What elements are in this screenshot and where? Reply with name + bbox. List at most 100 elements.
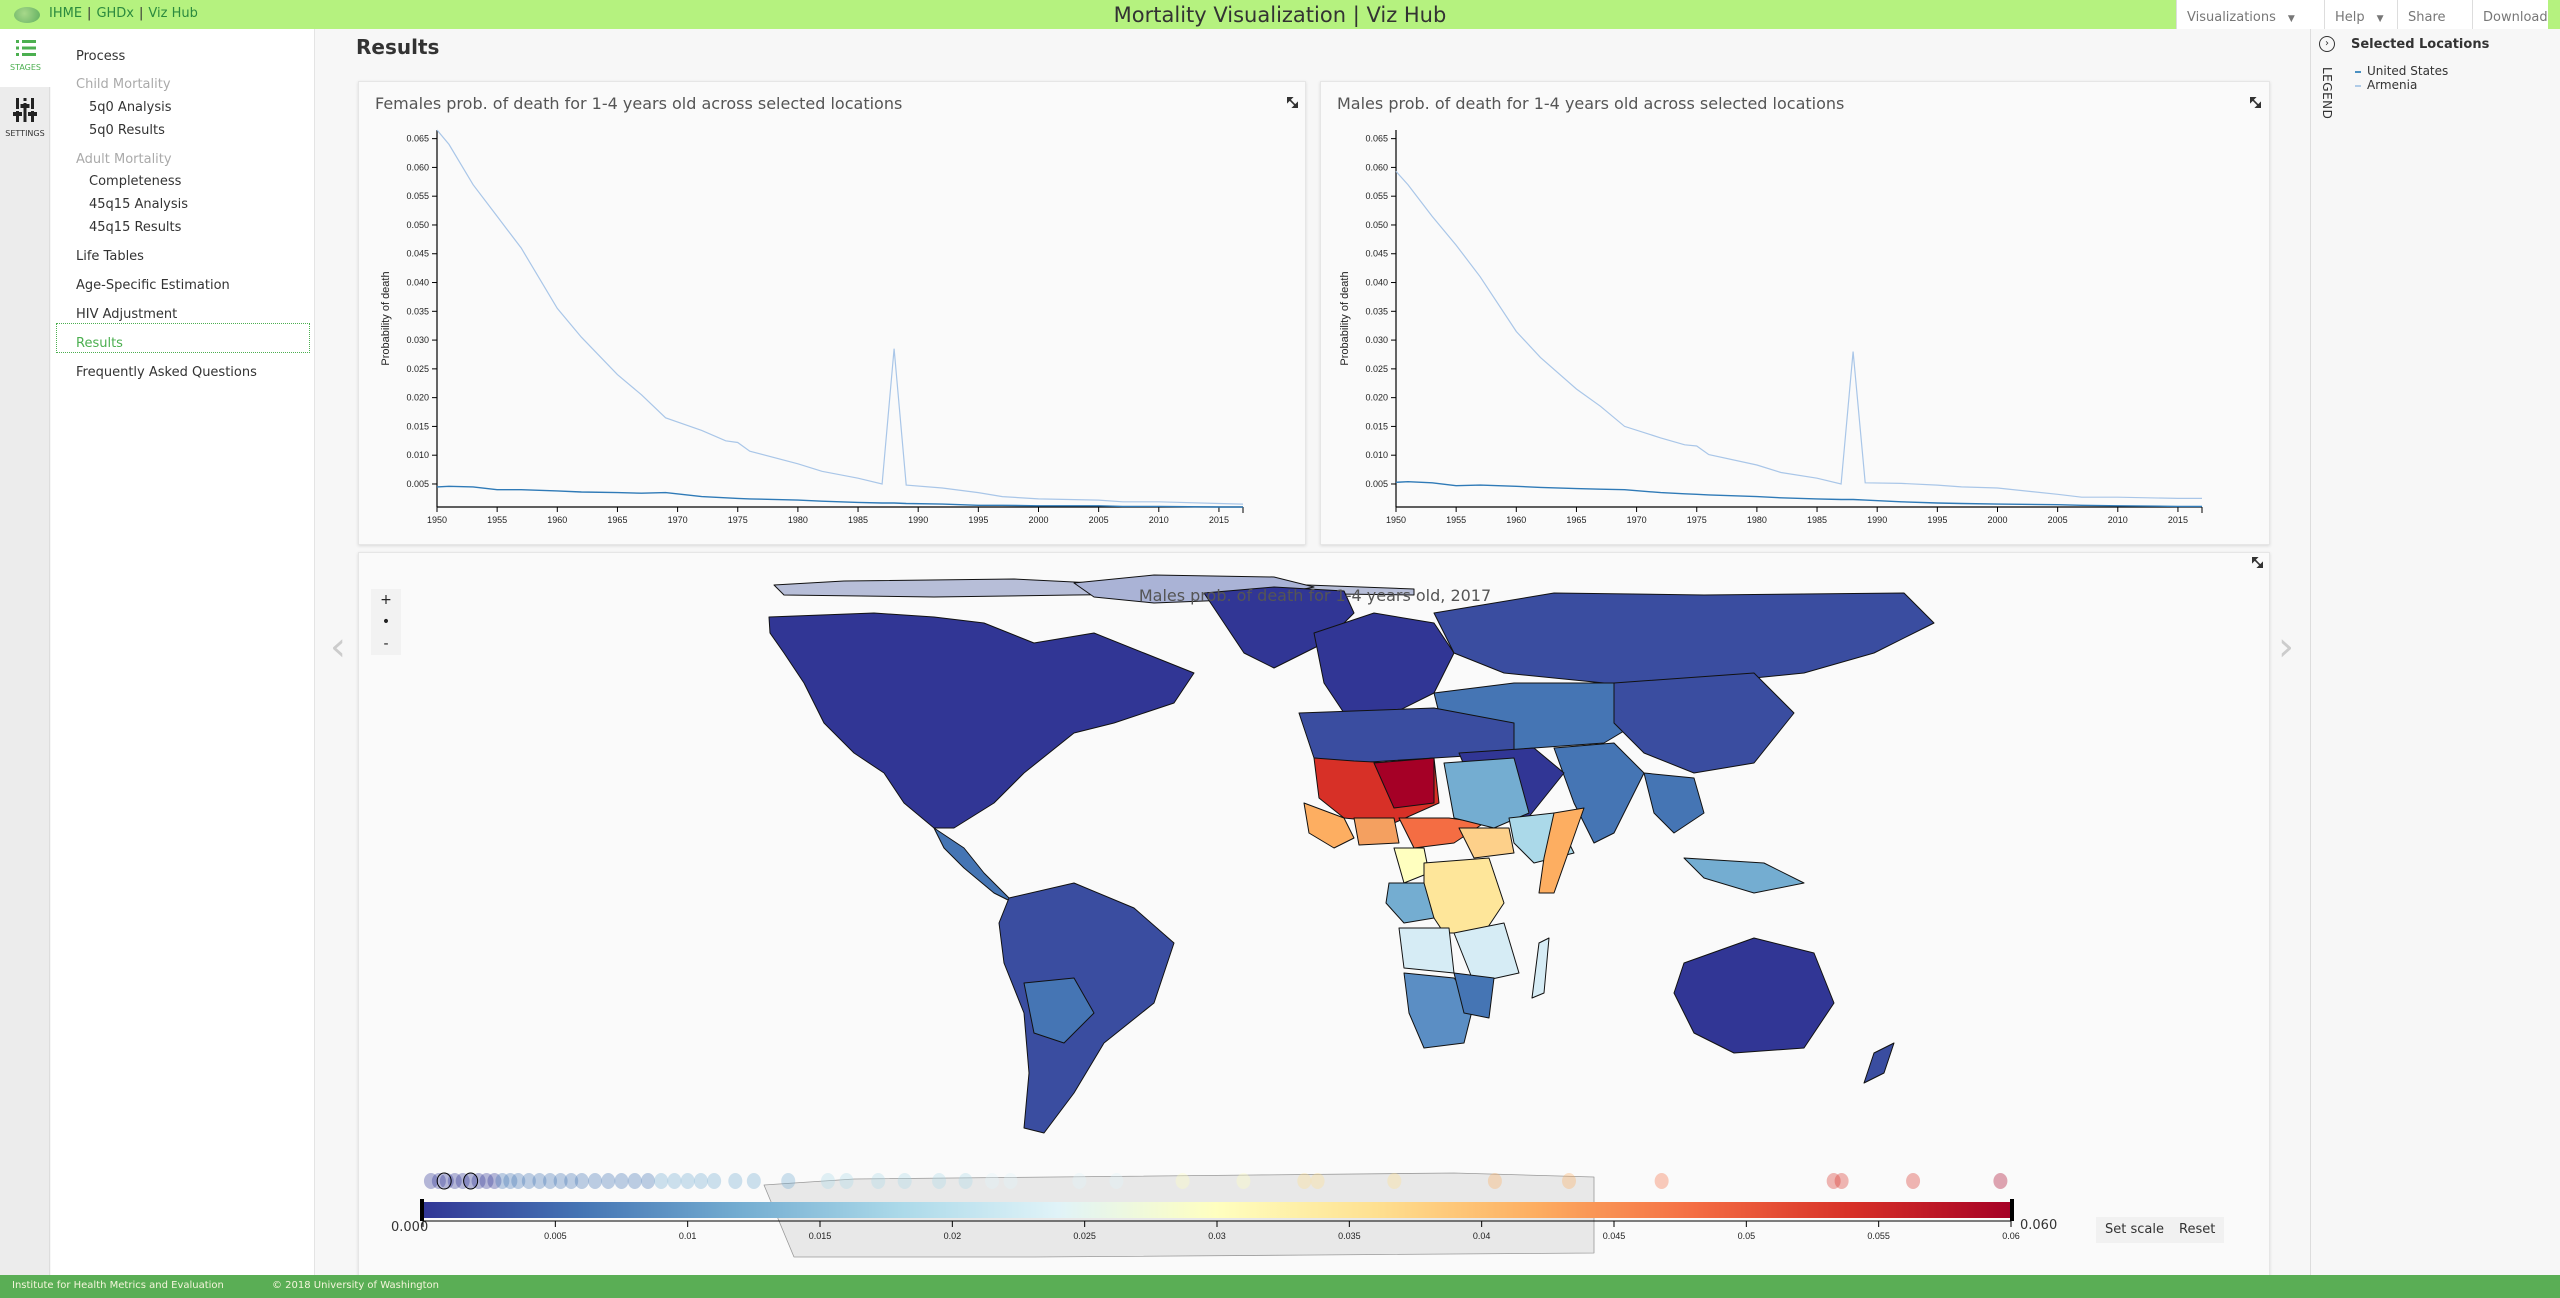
legend-title: Selected Locations — [2351, 37, 2490, 52]
world-choropleth-map[interactable]: 0.005 0.01 0.015 0.02 0.025 0.03 0.035 0.04 0.04… — [359, 553, 2270, 1282]
svg-text:0.050: 0.050 — [1365, 220, 1388, 230]
svg-text:2015: 2015 — [1209, 515, 1229, 525]
legend-swatch — [2355, 70, 2361, 73]
female-chart-title: Females prob. of death for 1-4 years old… — [375, 94, 903, 113]
legend-panel: › LEGEND Selected Locations United State… — [2310, 29, 2560, 1275]
male-line-chart[interactable]: 0.005 0.010 0.015 0.020 0.025 0.030 0.035 0.040… — [1321, 82, 2271, 546]
stage-5q0-analysis[interactable]: 5q0 Analysis — [89, 100, 172, 115]
series-line-armenia[interactable] — [1395, 170, 2202, 499]
stage-5q0-results[interactable]: 5q0 Results — [89, 123, 165, 138]
svg-text:2010: 2010 — [2108, 515, 2128, 525]
series-line-united-states[interactable] — [1395, 480, 2202, 508]
svg-text:0.040: 0.040 — [406, 278, 429, 288]
expand-icon[interactable] — [2250, 97, 2261, 108]
nav-visualizations[interactable]: Visualizations ▼ — [2176, 0, 2324, 29]
reset-button[interactable]: Reset — [2170, 1217, 2225, 1243]
zoom-out-button[interactable]: - — [383, 636, 389, 652]
map-land — [763, 574, 1935, 1258]
svg-text:1950: 1950 — [1386, 515, 1406, 525]
zoom-in-button[interactable]: + — [380, 592, 392, 608]
ihme-logo[interactable] — [14, 7, 40, 23]
chart-axes: 0.005 0.010 0.015 0.020 0.025 0.030 0.035 0.040… — [380, 130, 1244, 525]
svg-text:0.030: 0.030 — [1365, 335, 1388, 345]
color-scale[interactable]: 0.005 0.01 0.015 0.02 0.025 0.03 0.035 0.04 0.04… — [420, 1199, 2020, 1241]
chevron-down-icon: ▼ — [2376, 14, 2384, 24]
svg-text:1960: 1960 — [547, 515, 567, 525]
legend-tab-label[interactable]: LEGEND — [2320, 67, 2334, 120]
brand-links: IHME | GHDx | Viz Hub — [49, 6, 198, 21]
svg-text:0.055: 0.055 — [1867, 1231, 1890, 1241]
y-axis-label: Probability of death — [380, 271, 392, 365]
stage-life-tables[interactable]: Life Tables — [76, 249, 144, 264]
male-chart-title: Males prob. of death for 1-4 years old a… — [1337, 94, 1845, 113]
rail-stages-button[interactable]: STAGES — [0, 29, 51, 87]
svg-text:0.025: 0.025 — [406, 364, 429, 374]
stage-completeness[interactable]: Completeness — [89, 174, 182, 189]
rail-settings-button[interactable]: SETTINGS — [0, 89, 50, 145]
brand-link-vizhub[interactable]: Viz Hub — [148, 6, 198, 21]
distribution-dots — [423, 1172, 2008, 1190]
top-bar-edge — [2548, 0, 2560, 29]
svg-text:1985: 1985 — [848, 515, 868, 525]
nav-help[interactable]: Help ▼ — [2324, 0, 2397, 29]
legend-item-united-states[interactable]: United States — [2355, 64, 2448, 78]
list-icon — [15, 40, 36, 56]
series-line-united-states[interactable] — [436, 485, 1243, 508]
svg-text:1980: 1980 — [788, 515, 808, 525]
series-line-armenia[interactable] — [436, 129, 1244, 505]
stage-45q15-results[interactable]: 45q15 Results — [89, 220, 182, 235]
map-title: Males prob. of death for 1-4 years old, … — [1138, 586, 1492, 605]
nav-share[interactable]: Share — [2397, 0, 2472, 29]
footer-org[interactable]: Institute for Health Metrics and Evaluat… — [12, 1280, 224, 1291]
svg-text:0.015: 0.015 — [1365, 421, 1388, 431]
stage-process[interactable]: Process — [76, 49, 126, 64]
zoom-reset-button[interactable]: • — [381, 614, 391, 630]
y-axis-label: Probability of death — [1339, 271, 1351, 365]
female-line-chart[interactable]: 0.005 0.010 0.015 0.020 0.025 0.030 0.035 0.040… — [359, 82, 1307, 546]
svg-text:0.05: 0.05 — [1738, 1231, 1756, 1241]
top-nav: Visualizations ▼ Help ▼ Share Download — [2176, 0, 2548, 29]
set-scale-button[interactable]: Set scale — [2096, 1217, 2173, 1243]
brand-link-ghdx[interactable]: GHDx — [96, 6, 134, 21]
svg-text:1990: 1990 — [908, 515, 928, 525]
svg-text:1980: 1980 — [1747, 515, 1767, 525]
svg-text:1985: 1985 — [1807, 515, 1827, 525]
svg-text:0.015: 0.015 — [406, 421, 429, 431]
svg-text:0.065: 0.065 — [406, 134, 429, 144]
legend-item-armenia[interactable]: Armenia — [2355, 78, 2417, 92]
svg-text:0.035: 0.035 — [406, 306, 429, 316]
male-chart-card: Males prob. of death for 1-4 years old a… — [1320, 81, 2270, 545]
svg-text:1965: 1965 — [1566, 515, 1586, 525]
rail-settings-label: SETTINGS — [5, 129, 45, 138]
stage-selected-outline — [56, 323, 310, 353]
svg-text:0.06: 0.06 — [2002, 1231, 2020, 1241]
stage-group-adult-mortality: Adult Mortality — [76, 152, 172, 167]
brand-link-ihme[interactable]: IHME — [49, 6, 83, 21]
svg-text:0.020: 0.020 — [406, 393, 429, 403]
svg-text:2000: 2000 — [1028, 515, 1048, 525]
prev-arrow-button[interactable]: ‹ — [330, 624, 346, 670]
svg-text:1955: 1955 — [1446, 515, 1466, 525]
svg-text:0.005: 0.005 — [406, 479, 429, 489]
expand-icon[interactable] — [2252, 557, 2263, 568]
svg-text:0.060: 0.060 — [406, 162, 429, 172]
chevron-right-icon[interactable]: › — [2319, 36, 2335, 52]
svg-text:1990: 1990 — [1867, 515, 1887, 525]
icon-rail: STAGES SETTINGS — [0, 29, 51, 1275]
stage-45q15-analysis[interactable]: 45q15 Analysis — [89, 197, 189, 212]
nav-download[interactable]: Download — [2472, 0, 2548, 29]
svg-text:0.040: 0.040 — [1365, 278, 1388, 288]
svg-text:1955: 1955 — [487, 515, 507, 525]
svg-text:2005: 2005 — [1089, 515, 1109, 525]
stage-age-specific-estimation[interactable]: Age-Specific Estimation — [76, 278, 230, 293]
scale-min-handle[interactable] — [420, 1199, 424, 1221]
stage-faq[interactable]: Frequently Asked Questions — [76, 365, 257, 380]
svg-text:1965: 1965 — [607, 515, 627, 525]
stage-hiv-adjustment[interactable]: HIV Adjustment — [76, 307, 178, 322]
footer-copyright: © 2018 University of Washington — [272, 1280, 440, 1291]
stage-results[interactable]: Results — [76, 336, 123, 351]
expand-icon[interactable] — [1287, 97, 1298, 108]
next-arrow-button[interactable]: › — [2278, 624, 2294, 670]
svg-text:1975: 1975 — [1687, 515, 1707, 525]
scale-max-handle[interactable] — [2010, 1199, 2014, 1221]
